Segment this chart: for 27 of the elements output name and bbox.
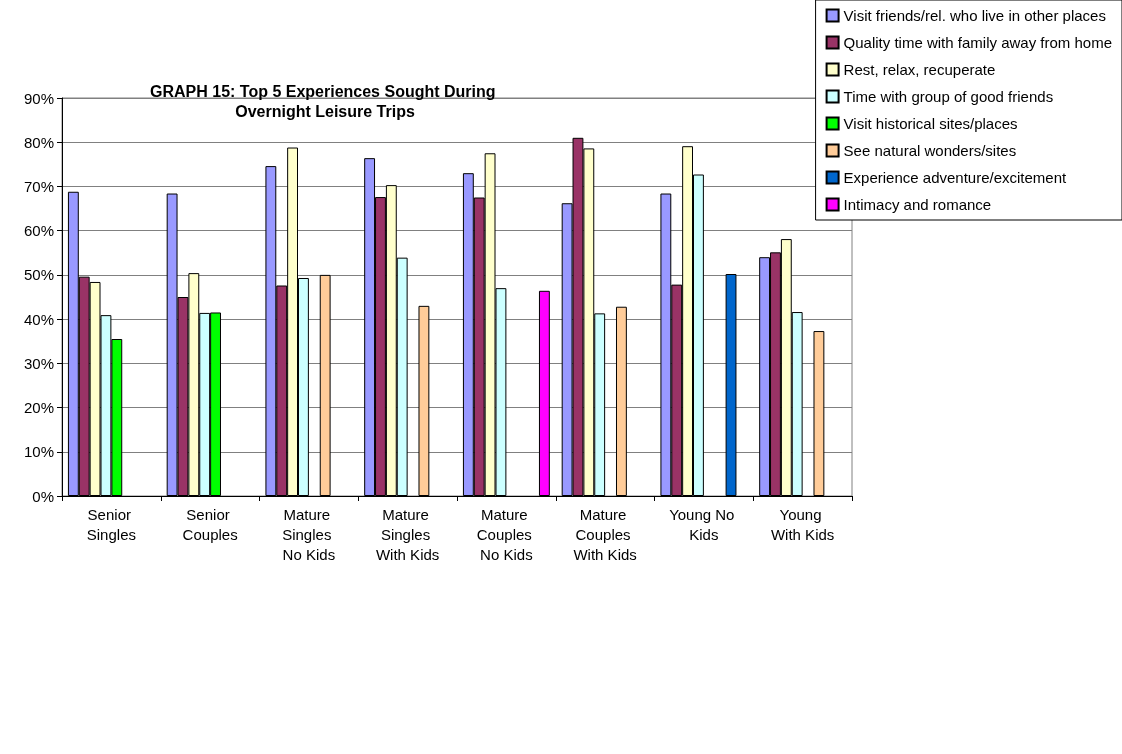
legend-label: Time with group of good friends — [843, 88, 1054, 105]
legend-label: Intimacy and romance — [843, 196, 992, 213]
y-tick-label: 40% — [23, 310, 54, 328]
legend-label: Quality time with family away from home — [843, 34, 1113, 51]
y-tick-label: 70% — [23, 177, 54, 195]
x-tick-label: Young No Kids — [669, 505, 739, 543]
x-tick-label: Mature Couples No Kids — [476, 505, 536, 563]
legend-label: See natural wonders/sites — [843, 142, 1017, 159]
x-tick-label: Mature Couples With Kids — [573, 505, 637, 563]
y-tick-label: 10% — [23, 443, 54, 461]
y-tick-label: 60% — [23, 222, 54, 240]
legend-label: Visit friends/rel. who live in other places — [843, 7, 1106, 24]
legend-label: Rest, relax, recuperate — [843, 61, 996, 78]
x-tick-label: Senior Couples — [182, 505, 238, 543]
y-tick-label: 80% — [23, 133, 54, 151]
x-tick-label: Senior Singles — [86, 505, 136, 543]
y-tick-label: 20% — [23, 399, 54, 417]
y-tick-label: 0% — [32, 487, 54, 505]
legend-label: Experience adventure/excitement — [843, 169, 1068, 186]
x-tick-label: Young With Kids — [770, 505, 835, 543]
x-tick-label: Mature Singles No Kids — [282, 505, 336, 563]
y-tick-label: 50% — [23, 266, 54, 284]
x-tick-label: Mature Singles With Kids — [375, 505, 440, 563]
y-tick-label: 30% — [23, 354, 54, 372]
y-tick-label: 90% — [23, 89, 54, 107]
chart-title: GRAPH 15: Top 5 Experiences Sought During Overnight Leisure Trips — [150, 82, 500, 120]
legend-label: Visit historical sites/places — [843, 115, 1018, 132]
